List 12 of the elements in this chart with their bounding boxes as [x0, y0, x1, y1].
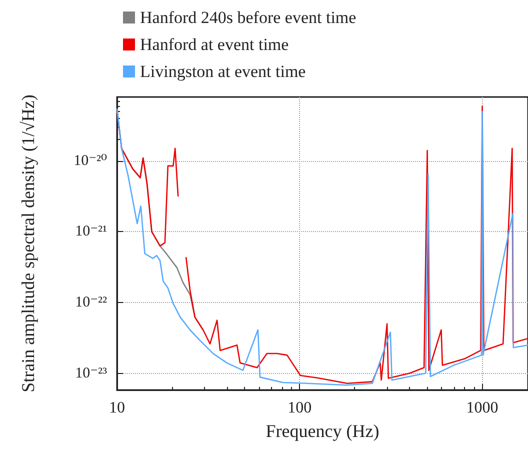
y-tick-label: 10⁻²³: [75, 365, 108, 382]
y-tick-label: 10⁻²¹: [75, 224, 107, 240]
x-tick-label: 100: [288, 400, 312, 416]
y-tick-label: 10⁻²⁰: [74, 152, 107, 169]
y-axis-title: Strain amplitude spectral density (1/√Hz): [18, 94, 38, 392]
legend-label: Hanford 240s before event time: [140, 8, 356, 27]
y-tick-label: 10⁻²²: [75, 294, 108, 310]
x-axis-title: Frequency (Hz): [266, 421, 380, 441]
legend-label: Hanford at event time: [140, 35, 289, 54]
x-tick-label: 1000: [466, 400, 498, 416]
legend-label: Livingston at event time: [140, 62, 306, 81]
x-tick-label: 10: [109, 400, 125, 416]
